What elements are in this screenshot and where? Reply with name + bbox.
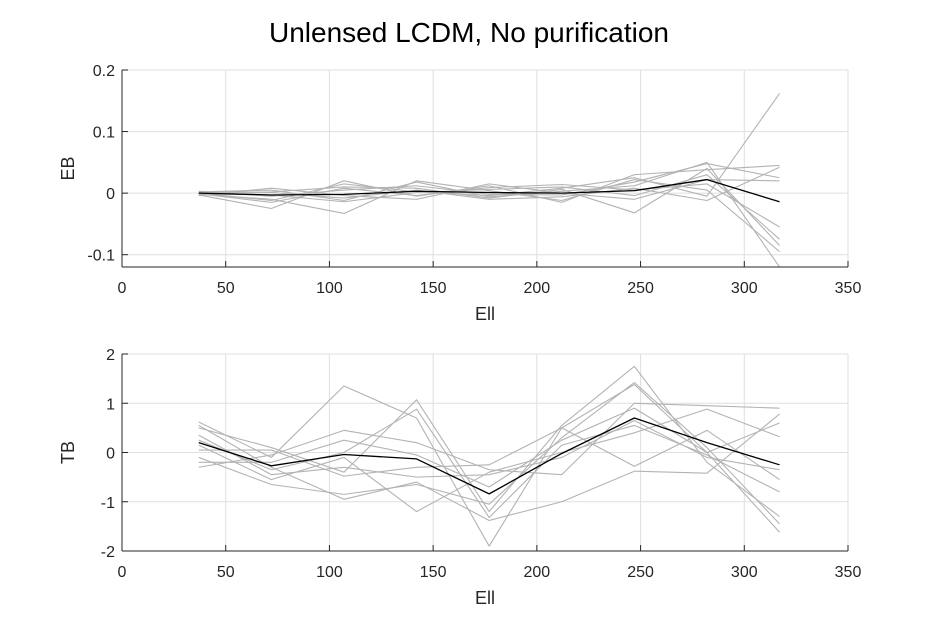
tb-mean-line [198,417,780,495]
eb-x-axis-label: Ell [475,304,495,324]
tb-sample-line-9 [198,407,780,488]
tb-y-tick-label: 2 [106,347,115,364]
eb-sample-line-2 [198,164,780,210]
eb-x-tick-label: 200 [524,280,551,297]
eb-y-tick-label: 0.1 [93,125,115,142]
tb-x-tick-label: 50 [217,564,235,581]
eb-sample-line-10 [198,174,780,240]
tb-sample-line-3 [198,402,780,476]
tb-sample-line-5 [198,382,780,525]
eb-y-axis-label: EB [58,156,78,180]
tb-y-tick-label: -2 [101,544,115,561]
figure-title: Unlensed LCDM, No purification [269,17,669,48]
tb-x-tick-label: 200 [524,564,551,581]
tb-sample-line-10 [198,419,780,478]
tb-y-axis-label: TB [58,441,78,464]
eb-plot-area [122,70,848,267]
eb-x-tick-label: 350 [835,280,862,297]
eb-x-tick-label: 250 [627,280,654,297]
tb-series-group [198,365,780,547]
tb-y-tick-label: 0 [106,446,115,463]
tb-x-tick-label: 150 [420,564,447,581]
tb-x-axis-label: Ell [475,588,495,608]
eb-series-group [198,93,781,267]
tb-subplot: 0 50 100 150 200 250 300 350 -2 -1 0 1 2 Ell TB [58,347,861,608]
tb-x-tick-label: 100 [316,564,343,581]
eb-x-tick-label: 0 [118,280,127,297]
eb-x-tick-label: 100 [316,280,343,297]
tb-x-tick-label: 0 [118,564,127,581]
eb-x-tick-label: 50 [217,280,235,297]
eb-mean-line [198,178,780,203]
tb-x-tick-label: 250 [627,564,654,581]
eb-y-tick-label: 0.2 [93,63,115,80]
tb-x-tick-label: 350 [835,564,862,581]
eb-y-tick-label: -0.1 [87,248,115,265]
tb-sample-line-7 [198,413,780,522]
tb-x-tick-label: 300 [731,564,758,581]
tb-y-tick-label: -1 [101,495,115,512]
eb-x-tick-label: 150 [420,280,447,297]
tb-y-tick-label: 1 [106,396,115,413]
eb-x-tick-label: 300 [731,280,758,297]
eb-y-tick-label: 0 [106,186,115,203]
tb-sample-line-8 [198,427,780,481]
tb-sample-line-2 [198,365,780,517]
